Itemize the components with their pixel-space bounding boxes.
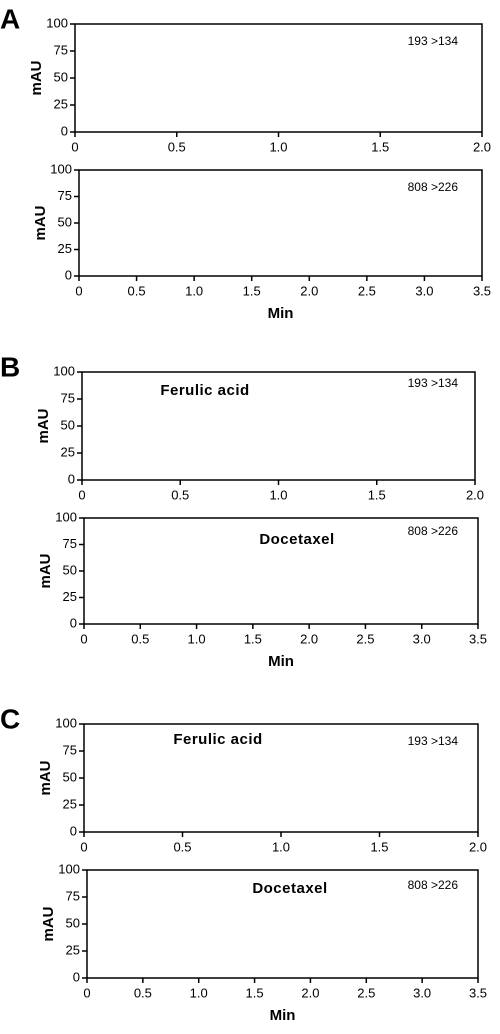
y-tick-label: 75 xyxy=(63,536,77,551)
y-tick-label: 50 xyxy=(66,915,80,930)
y-tick-label: 75 xyxy=(66,888,80,903)
x-tick-label: 2.0 xyxy=(466,487,484,502)
y-axis-label: mAU xyxy=(28,60,45,95)
panel-label: C xyxy=(0,703,20,734)
x-axis-label: Min xyxy=(268,305,294,322)
x-tick-label: 1.0 xyxy=(190,985,208,1000)
x-tick-label: 0.5 xyxy=(171,487,189,502)
x-tick-label: 0.5 xyxy=(131,631,149,646)
y-tick-label: 100 xyxy=(53,363,75,378)
x-tick-label: 1.5 xyxy=(370,839,388,854)
y-tick-label: 75 xyxy=(61,390,75,405)
x-tick-label: 2.5 xyxy=(358,283,376,298)
y-tick-label: 25 xyxy=(54,96,68,111)
y-tick-label: 0 xyxy=(61,123,68,138)
annotation: 193 >134 xyxy=(408,734,459,748)
y-tick-label: 25 xyxy=(63,589,77,604)
y-tick-label: 100 xyxy=(46,15,68,30)
x-tick-label: 1.5 xyxy=(368,487,386,502)
y-tick-label: 25 xyxy=(66,942,80,957)
y-axis-label: mAU xyxy=(35,408,52,443)
y-axis-label: mAU xyxy=(40,906,57,941)
annotation: 808 >226 xyxy=(408,524,459,538)
annotation: Docetaxel xyxy=(252,880,327,897)
x-tick-label: 2.0 xyxy=(300,283,318,298)
y-tick-label: 25 xyxy=(61,444,75,459)
x-tick-label: 0 xyxy=(78,487,85,502)
annotation: Docetaxel xyxy=(259,531,334,548)
y-axis-label: mAU xyxy=(32,205,49,240)
x-tick-label: 2.5 xyxy=(357,985,375,1000)
x-tick-label: 1.0 xyxy=(269,487,287,502)
x-tick-label: 0 xyxy=(80,631,87,646)
x-tick-label: 3.0 xyxy=(415,283,433,298)
annotation: 193 >134 xyxy=(408,376,459,390)
x-tick-label: 2.0 xyxy=(469,839,487,854)
x-tick-label: 3.0 xyxy=(413,985,431,1000)
y-tick-label: 0 xyxy=(68,471,75,486)
y-tick-label: 100 xyxy=(58,861,80,876)
y-tick-label: 100 xyxy=(55,509,77,524)
y-tick-label: 50 xyxy=(63,769,77,784)
y-tick-label: 50 xyxy=(63,562,77,577)
annotation: Ferulic acid xyxy=(173,731,262,748)
panel-label: B xyxy=(0,351,20,382)
y-tick-label: 25 xyxy=(63,796,77,811)
x-tick-label: 1.0 xyxy=(188,631,206,646)
x-tick-label: 2.5 xyxy=(356,631,374,646)
y-tick-label: 50 xyxy=(54,69,68,84)
annotation: 808 >226 xyxy=(408,180,459,194)
x-tick-label: 1.5 xyxy=(244,631,262,646)
x-tick-label: 0 xyxy=(71,139,78,154)
x-tick-label: 2.0 xyxy=(300,631,318,646)
x-tick-label: 3.5 xyxy=(473,283,491,298)
y-tick-label: 75 xyxy=(54,42,68,57)
y-tick-label: 100 xyxy=(55,715,77,730)
y-tick-label: 0 xyxy=(73,969,80,984)
annotation: 808 >226 xyxy=(408,878,459,892)
x-tick-label: 1.0 xyxy=(185,283,203,298)
x-tick-label: 1.0 xyxy=(272,839,290,854)
y-tick-label: 75 xyxy=(63,742,77,757)
x-tick-label: 1.5 xyxy=(243,283,261,298)
x-tick-label: 3.5 xyxy=(469,985,487,1000)
y-tick-label: 25 xyxy=(58,241,72,256)
y-tick-label: 50 xyxy=(58,214,72,229)
annotation: Ferulic acid xyxy=(160,382,249,399)
x-tick-label: 0 xyxy=(83,985,90,1000)
x-tick-label: 1.0 xyxy=(269,139,287,154)
x-axis-label: Min xyxy=(268,653,294,670)
x-tick-label: 1.5 xyxy=(246,985,264,1000)
y-axis-label: mAU xyxy=(37,553,54,588)
y-tick-label: 75 xyxy=(58,188,72,203)
y-tick-label: 0 xyxy=(65,267,72,282)
x-tick-label: 0 xyxy=(80,839,87,854)
x-tick-label: 0.5 xyxy=(128,283,146,298)
annotation: 193 >134 xyxy=(408,34,459,48)
x-tick-label: 2.0 xyxy=(473,139,491,154)
x-tick-label: 0 xyxy=(75,283,82,298)
x-tick-label: 3.5 xyxy=(469,631,487,646)
x-tick-label: 0.5 xyxy=(173,839,191,854)
x-tick-label: 2.0 xyxy=(301,985,319,1000)
x-tick-label: 0.5 xyxy=(168,139,186,154)
panel-label: A xyxy=(0,3,20,34)
y-tick-label: 50 xyxy=(61,417,75,432)
y-tick-label: 100 xyxy=(50,161,72,176)
x-axis-label: Min xyxy=(270,1007,296,1024)
y-tick-label: 0 xyxy=(70,615,77,630)
y-axis-label: mAU xyxy=(37,760,54,795)
x-tick-label: 3.0 xyxy=(413,631,431,646)
y-tick-label: 0 xyxy=(70,823,77,838)
x-tick-label: 0.5 xyxy=(134,985,152,1000)
x-tick-label: 1.5 xyxy=(371,139,389,154)
